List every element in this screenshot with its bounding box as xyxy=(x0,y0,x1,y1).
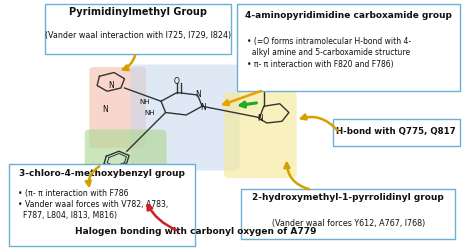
Text: N: N xyxy=(108,81,114,90)
Text: Cl: Cl xyxy=(122,186,129,194)
Text: NH: NH xyxy=(139,99,149,105)
FancyBboxPatch shape xyxy=(224,92,297,178)
Text: N: N xyxy=(196,90,201,99)
Text: Pyrimidinylmethyl Group: Pyrimidinylmethyl Group xyxy=(69,7,207,17)
Text: OH: OH xyxy=(255,81,266,87)
Text: • (=O forms intramolecular H-bond with 4-
  alkyl amine and 5-carboxamide struct: • (=O forms intramolecular H-bond with 4… xyxy=(247,37,411,68)
FancyBboxPatch shape xyxy=(90,67,146,148)
Text: N: N xyxy=(258,114,264,123)
FancyBboxPatch shape xyxy=(130,64,239,170)
FancyBboxPatch shape xyxy=(45,4,231,54)
Text: • (π- π interaction with F786
• Vander waal forces with V782, A783,
  F787, L804: • (π- π interaction with F786 • Vander w… xyxy=(18,189,168,220)
FancyBboxPatch shape xyxy=(9,164,195,246)
FancyBboxPatch shape xyxy=(333,119,460,146)
Text: N: N xyxy=(201,102,206,112)
FancyBboxPatch shape xyxy=(237,4,460,91)
Text: O: O xyxy=(174,77,180,86)
Text: N: N xyxy=(102,105,108,114)
Text: NH: NH xyxy=(145,110,155,116)
Text: (Vander waal interaction with I725, I729, I824): (Vander waal interaction with I725, I729… xyxy=(45,31,231,40)
Text: (Vander waal forces Y612, A767, I768): (Vander waal forces Y612, A767, I768) xyxy=(272,220,425,228)
FancyBboxPatch shape xyxy=(241,189,455,238)
Text: H-bond with Q775, Q817: H-bond with Q775, Q817 xyxy=(337,127,456,136)
Text: 2-hydroxymethyl-1-pyrrolidinyl group: 2-hydroxymethyl-1-pyrrolidinyl group xyxy=(252,192,444,202)
Text: 4-aminopyridimidine carboxamide group: 4-aminopyridimidine carboxamide group xyxy=(245,11,452,20)
Text: Halogen bonding with carbonyl oxygen of A779: Halogen bonding with carbonyl oxygen of … xyxy=(74,227,316,236)
FancyBboxPatch shape xyxy=(85,130,166,210)
Text: H₃CO: H₃CO xyxy=(96,172,114,178)
Text: 3-chloro-4-methoxybenzyl group: 3-chloro-4-methoxybenzyl group xyxy=(19,168,184,177)
